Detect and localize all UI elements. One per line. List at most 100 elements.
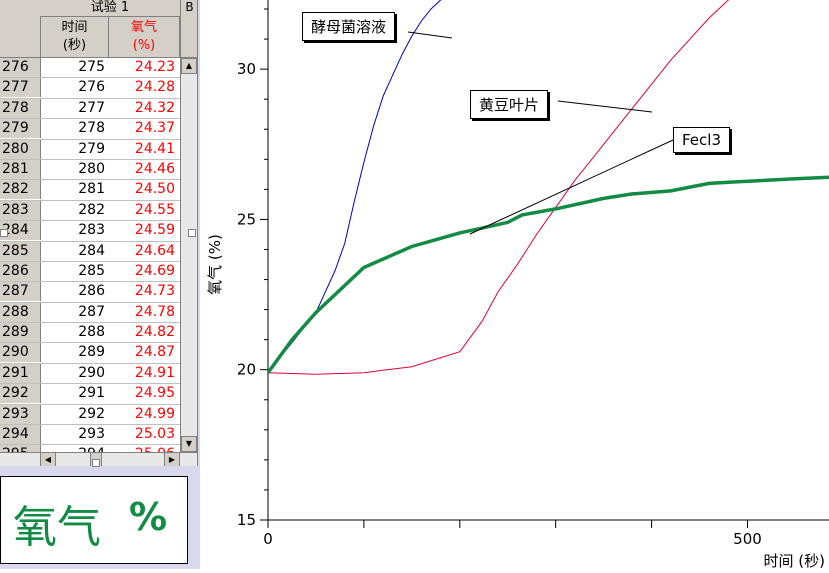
- time-cell[interactable]: 287: [41, 303, 105, 322]
- callout-yeast[interactable]: 酵母菌溶液: [302, 12, 395, 41]
- time-cell[interactable]: 279: [41, 140, 105, 159]
- time-cell[interactable]: 280: [41, 160, 105, 179]
- oxygen-cell[interactable]: 24.69: [109, 262, 175, 281]
- row-index: 292: [0, 384, 41, 403]
- oxygen-cell[interactable]: 25.03: [109, 425, 175, 444]
- time-cell[interactable]: 289: [41, 343, 105, 362]
- oxygen-cell[interactable]: 24.78: [109, 303, 175, 322]
- leader-line-soybean: [558, 101, 652, 112]
- series-line-0: [268, 0, 479, 373]
- row-index: 278: [0, 99, 41, 118]
- time-cell[interactable]: 293: [41, 425, 105, 444]
- oxygen-cell[interactable]: 24.46: [109, 160, 175, 179]
- time-cell[interactable]: 284: [41, 242, 105, 261]
- x-tick-label: 0: [263, 530, 273, 548]
- y-tick-label: 20: [237, 361, 256, 379]
- row-index: 281: [0, 160, 41, 179]
- trial-header: 试验 1: [40, 0, 180, 17]
- row-index: 287: [0, 282, 41, 301]
- scroll-left-icon[interactable]: ◀: [40, 452, 56, 466]
- oxygen-cell[interactable]: 24.99: [109, 405, 175, 424]
- oxygen-cell[interactable]: 24.28: [109, 78, 175, 97]
- row-index: 294: [0, 425, 41, 444]
- oxygen-cell[interactable]: 24.37: [109, 119, 175, 138]
- oxygen-cell[interactable]: 24.32: [109, 99, 175, 118]
- row-index: 285: [0, 242, 41, 261]
- table-corner-header: [0, 0, 41, 58]
- oxygen-cell[interactable]: 24.91: [109, 364, 175, 383]
- oxygen-cell[interactable]: 24.87: [109, 343, 175, 362]
- callout-fecl3[interactable]: Fecl3: [673, 127, 730, 153]
- oxygen-column-header[interactable]: 氧气 (%): [109, 17, 180, 58]
- vertical-scrollbar[interactable]: ▲ ▼: [180, 58, 197, 452]
- time-cell[interactable]: 282: [41, 201, 105, 220]
- oxygen-cell[interactable]: 24.23: [109, 58, 175, 77]
- time-cell[interactable]: 278: [41, 119, 105, 138]
- time-cell[interactable]: 285: [41, 262, 105, 281]
- resize-handle-bottom[interactable]: [92, 459, 100, 467]
- time-cell[interactable]: 277: [41, 99, 105, 118]
- meter-unit: %: [129, 495, 167, 539]
- scroll-down-icon[interactable]: ▼: [181, 436, 197, 452]
- oxygen-cell[interactable]: 24.59: [109, 221, 175, 240]
- row-index: 282: [0, 180, 41, 199]
- time-cell[interactable]: 288: [41, 323, 105, 342]
- oxygen-cell[interactable]: 24.41: [109, 140, 175, 159]
- x-axis-label: 时间 (秒): [764, 552, 825, 569]
- time-cell[interactable]: 290: [41, 364, 105, 383]
- time-column-header[interactable]: 时间 (秒): [41, 17, 109, 58]
- time-cell[interactable]: 276: [41, 78, 105, 97]
- row-index: 288: [0, 303, 41, 322]
- oxygen-cell[interactable]: 24.64: [109, 242, 175, 261]
- oxygen-cell[interactable]: 24.95: [109, 384, 175, 403]
- oxygen-meter-display: 氧气 %: [0, 476, 188, 564]
- time-cell[interactable]: 281: [41, 180, 105, 199]
- y-axis-label: 氧气 (%): [206, 234, 224, 295]
- oxygen-cell[interactable]: 24.55: [109, 201, 175, 220]
- time-cell[interactable]: 291: [41, 384, 105, 403]
- oxygen-cell[interactable]: 24.73: [109, 282, 175, 301]
- row-index: 280: [0, 140, 41, 159]
- scroll-up-icon[interactable]: ▲: [181, 58, 197, 74]
- oxygen-cell[interactable]: 24.82: [109, 323, 175, 342]
- scroll-right-icon[interactable]: ▶: [164, 452, 180, 466]
- resize-handle-left[interactable]: [0, 229, 8, 237]
- oxygen-cell[interactable]: 24.50: [109, 180, 175, 199]
- row-index: 289: [0, 323, 41, 342]
- row-index: 283: [0, 201, 41, 220]
- time-cell[interactable]: 275: [41, 58, 105, 77]
- extra-column-header[interactable]: B: [180, 0, 198, 58]
- row-index: 276: [0, 58, 41, 77]
- callout-soybean-leaf[interactable]: 黄豆叶片: [470, 90, 548, 119]
- time-cell[interactable]: 283: [41, 221, 105, 240]
- time-cell[interactable]: 292: [41, 405, 105, 424]
- resize-handle-right[interactable]: [188, 229, 196, 237]
- row-index: 291: [0, 364, 41, 383]
- row-index: 290: [0, 343, 41, 362]
- time-cell[interactable]: 286: [41, 282, 105, 301]
- y-tick-label: 25: [237, 210, 256, 228]
